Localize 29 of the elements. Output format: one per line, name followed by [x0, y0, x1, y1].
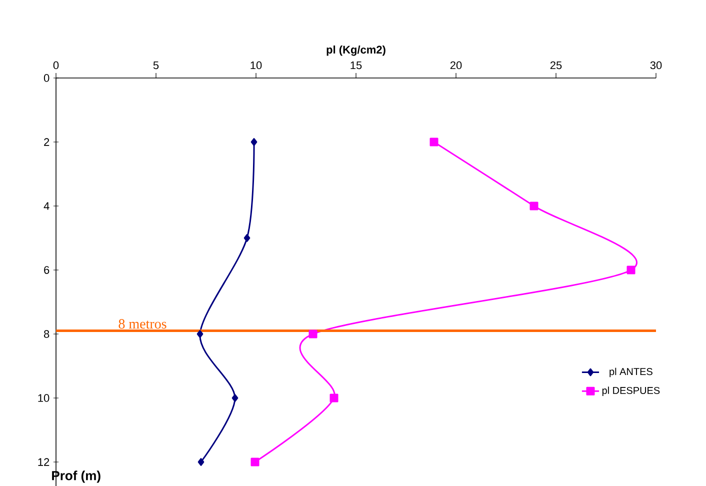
- point: [232, 394, 238, 402]
- point: [198, 458, 204, 466]
- y-tick-label: 2: [44, 138, 50, 146]
- legend-label: pl DESPUES: [602, 386, 660, 396]
- y-tick-label: 0: [44, 74, 50, 82]
- y-tick-label: 10: [38, 394, 50, 402]
- point: [196, 330, 204, 338]
- point: [626, 266, 636, 274]
- y-tick-label: 12: [38, 458, 50, 466]
- point: [250, 458, 260, 466]
- point: [430, 138, 438, 146]
- x-tick-label: 25: [550, 61, 562, 70]
- point: [244, 234, 250, 242]
- x-tick-label: 30: [650, 61, 662, 70]
- point: [530, 202, 538, 210]
- point: [308, 330, 318, 338]
- legend-label: pl ANTES: [610, 368, 652, 378]
- x-tick-label: 0: [53, 61, 59, 70]
- y-tick-label: 6: [44, 266, 50, 274]
- point: [330, 394, 338, 402]
- y-tick-label: 8: [44, 330, 50, 338]
- point: [250, 138, 258, 146]
- x-tick-label: 10: [250, 61, 262, 70]
- ref-line-label: 8 metros: [118, 319, 166, 329]
- x-axis-title: pl (Kg/cm2): [326, 46, 386, 56]
- y-tick-label: 4: [44, 202, 50, 210]
- x-tick-label: 15: [350, 61, 362, 70]
- x-tick-label: 20: [450, 61, 462, 70]
- x-tick-label: 5: [153, 61, 159, 70]
